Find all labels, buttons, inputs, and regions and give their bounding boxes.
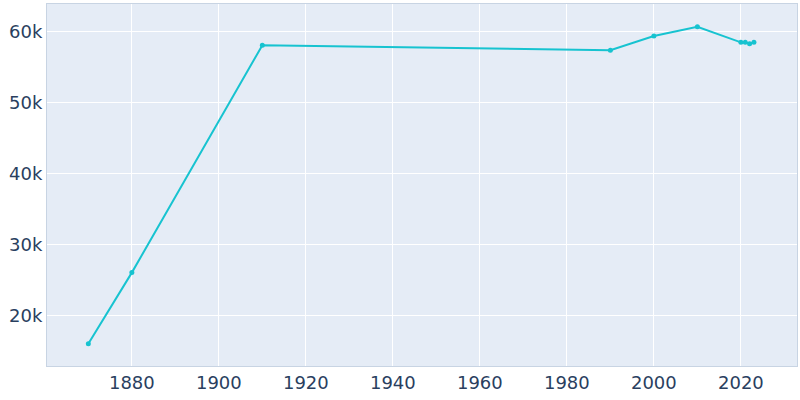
svg-text:1940: 1940 xyxy=(370,372,416,393)
svg-text:2000: 2000 xyxy=(631,372,677,393)
svg-text:1960: 1960 xyxy=(457,372,503,393)
svg-text:2020: 2020 xyxy=(718,372,764,393)
svg-text:30k: 30k xyxy=(9,234,43,255)
svg-text:40k: 40k xyxy=(9,163,43,184)
svg-text:1900: 1900 xyxy=(196,372,242,393)
svg-text:1880: 1880 xyxy=(109,372,155,393)
svg-text:50k: 50k xyxy=(9,92,43,113)
svg-text:1920: 1920 xyxy=(283,372,329,393)
svg-text:1980: 1980 xyxy=(544,372,590,393)
svg-text:60k: 60k xyxy=(9,21,43,42)
svg-text:20k: 20k xyxy=(9,305,43,326)
